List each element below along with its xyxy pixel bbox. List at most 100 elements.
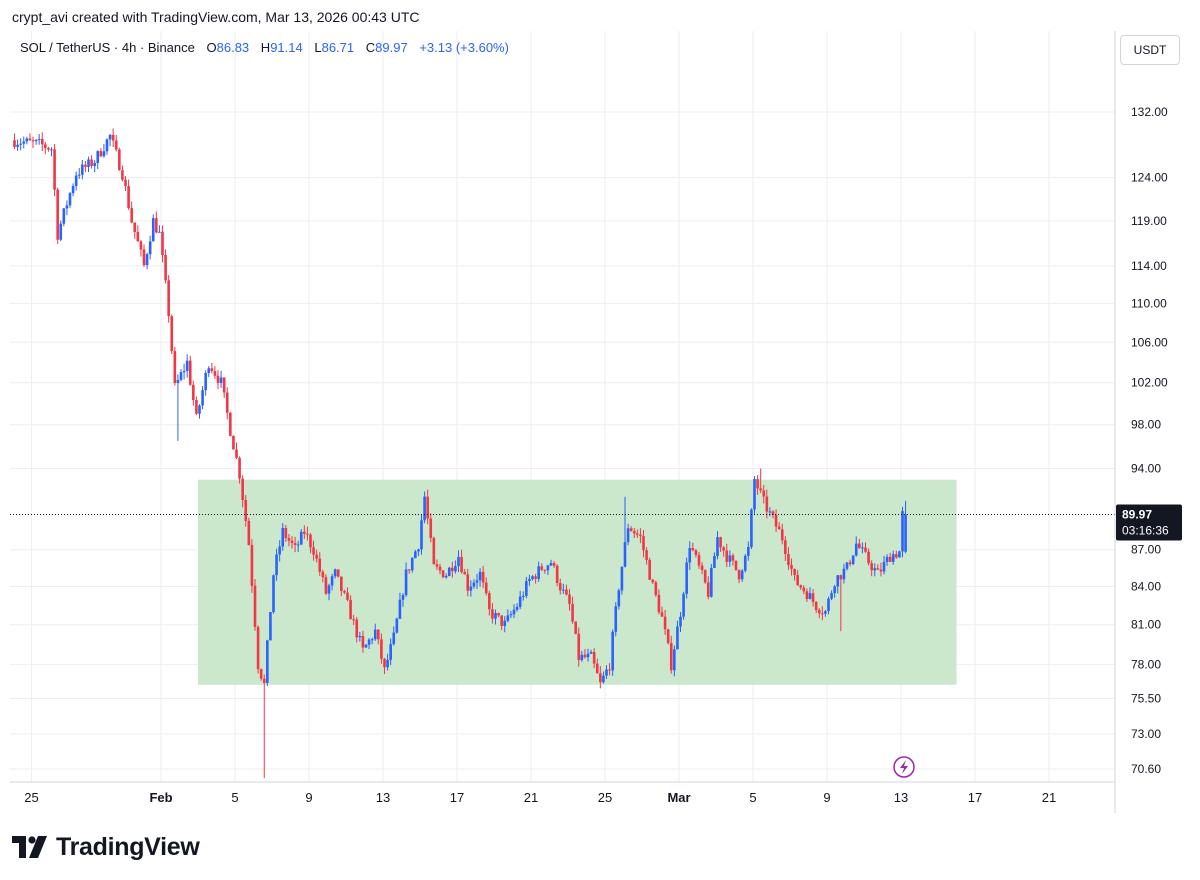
chart-background <box>10 31 1185 813</box>
time-axis-tick-label: 21 <box>1042 790 1056 805</box>
candle-down <box>765 489 769 519</box>
candle-body <box>201 390 204 406</box>
candle-down <box>13 133 16 150</box>
candle-body <box>367 639 371 645</box>
candle-body <box>121 170 124 180</box>
candle-body <box>284 527 288 539</box>
candle-down <box>432 536 436 565</box>
candle-down <box>241 475 244 508</box>
candle-body <box>651 579 655 583</box>
candle-down <box>722 546 725 557</box>
candle-up <box>851 555 855 566</box>
candle-up <box>417 548 420 557</box>
candle-down <box>161 225 164 263</box>
candle-up <box>602 671 605 684</box>
candle-down <box>790 558 793 576</box>
price-axis-tick-label: 70.60 <box>1131 762 1161 776</box>
candle-body <box>155 218 158 233</box>
candle-up <box>676 620 679 650</box>
candle-down <box>592 648 596 669</box>
lightning-bolt-icon[interactable] <box>893 756 915 778</box>
candle-body <box>293 543 297 545</box>
candle-down <box>500 615 503 631</box>
candle-body <box>814 601 818 611</box>
candle-body <box>296 544 300 546</box>
candle-body <box>105 139 109 152</box>
candle-body <box>16 144 19 147</box>
candle-body <box>848 562 852 565</box>
candle-down <box>484 577 488 596</box>
candle-up <box>623 496 627 568</box>
candle-body <box>854 543 858 556</box>
candle-body <box>210 368 214 372</box>
candle-body <box>546 565 550 571</box>
candle-body <box>127 185 130 209</box>
tradingview-logo[interactable]: TradingView <box>12 830 200 864</box>
candle-body <box>404 569 408 596</box>
candle-up <box>898 550 901 558</box>
candle-body <box>663 616 667 630</box>
candle-body <box>488 593 491 610</box>
candle-body <box>312 547 315 555</box>
candle-body <box>124 179 127 186</box>
candle-body <box>901 511 904 552</box>
candle-body <box>460 556 463 573</box>
candle-body <box>256 626 260 670</box>
candle-body <box>398 599 402 619</box>
candle-up <box>420 514 423 555</box>
tradingview-logo-icon <box>12 836 47 858</box>
candle-body <box>53 149 56 190</box>
candle-up <box>179 369 183 382</box>
candle-body <box>321 571 325 578</box>
candle-body <box>417 549 420 552</box>
candle-body <box>426 496 429 519</box>
candle-body <box>389 644 392 660</box>
candle-down <box>691 542 695 552</box>
candle-body <box>349 599 352 620</box>
candle-down <box>216 370 220 389</box>
candle-up <box>275 548 278 581</box>
candle-up <box>50 147 53 157</box>
price-axis-tick-label: 73.00 <box>1131 727 1161 741</box>
candle-body <box>710 567 713 597</box>
candle-body <box>697 554 701 566</box>
candle-body <box>373 629 377 640</box>
candle-down <box>284 524 288 542</box>
candle-body <box>423 496 426 521</box>
candle-down <box>583 649 587 659</box>
chart-frame[interactable]: 132.00 124.00 119.00 114.00 110.00 106.00 102.… <box>10 31 1185 813</box>
price-axis-tick-label: 106.00 <box>1131 335 1168 349</box>
symbol-title: SOL / TetherUS · 4h · Binance <box>20 40 195 55</box>
candle-body <box>774 514 778 527</box>
candle-body <box>753 479 756 510</box>
candle-down <box>31 136 35 148</box>
candle-body <box>620 566 624 591</box>
candle-down <box>706 576 710 600</box>
candle-down <box>99 148 103 158</box>
candle-up <box>518 590 522 610</box>
candle-body <box>500 615 503 626</box>
candle-up <box>626 523 630 546</box>
time-axis-tick-label: 5 <box>749 790 756 805</box>
candle-body <box>481 571 485 583</box>
candle-down <box>210 362 214 374</box>
currency-selector[interactable]: USDT <box>1120 35 1180 65</box>
candle-down <box>287 533 291 547</box>
candle-body <box>37 138 41 140</box>
candle-body <box>654 582 658 595</box>
candle-down <box>780 523 784 545</box>
price-chart[interactable]: 132.00 124.00 119.00 114.00 110.00 106.00 102.… <box>10 31 1185 813</box>
candle-down <box>660 606 664 617</box>
candle-down <box>568 589 571 611</box>
candle-body <box>611 631 614 671</box>
candle-body <box>333 569 337 577</box>
chart-credit: crypt_avi created with TradingView.com, … <box>12 9 420 25</box>
candle-down <box>497 612 500 618</box>
candle-down <box>734 560 738 571</box>
candle-up <box>833 584 836 598</box>
candle-body <box>207 368 211 374</box>
candle-body <box>731 555 735 561</box>
candle-body <box>327 585 331 594</box>
time-axis-tick-label: 9 <box>305 790 312 805</box>
candle-down <box>229 411 232 437</box>
